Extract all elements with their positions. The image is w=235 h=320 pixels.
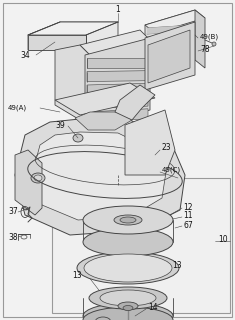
- Polygon shape: [148, 30, 190, 83]
- Text: 10: 10: [218, 236, 228, 244]
- Ellipse shape: [34, 175, 42, 181]
- Ellipse shape: [73, 134, 83, 142]
- Ellipse shape: [100, 290, 156, 306]
- Ellipse shape: [212, 42, 216, 46]
- Text: 37: 37: [8, 207, 18, 217]
- Ellipse shape: [77, 252, 179, 284]
- Polygon shape: [145, 10, 195, 75]
- Polygon shape: [147, 61, 193, 70]
- Ellipse shape: [120, 217, 136, 223]
- Polygon shape: [15, 118, 185, 235]
- Ellipse shape: [114, 215, 142, 225]
- Ellipse shape: [83, 303, 173, 320]
- Text: 39: 39: [55, 121, 65, 130]
- Polygon shape: [147, 25, 193, 34]
- Text: 38: 38: [8, 233, 18, 242]
- Text: 13: 13: [172, 260, 182, 269]
- Polygon shape: [32, 132, 166, 220]
- Polygon shape: [195, 10, 205, 68]
- Polygon shape: [147, 43, 193, 52]
- Polygon shape: [15, 150, 42, 215]
- Ellipse shape: [89, 287, 167, 309]
- Polygon shape: [115, 85, 155, 120]
- Polygon shape: [145, 22, 195, 90]
- Polygon shape: [85, 38, 150, 127]
- Polygon shape: [147, 34, 193, 43]
- Ellipse shape: [84, 254, 172, 282]
- Polygon shape: [87, 96, 148, 108]
- Text: 11: 11: [183, 212, 192, 220]
- Ellipse shape: [83, 307, 173, 320]
- Polygon shape: [145, 10, 205, 33]
- Ellipse shape: [118, 302, 138, 310]
- Text: 23: 23: [162, 143, 172, 153]
- Polygon shape: [55, 83, 155, 115]
- Ellipse shape: [83, 228, 173, 256]
- Text: 49(A): 49(A): [8, 105, 27, 111]
- Text: 67: 67: [183, 220, 193, 229]
- Text: 14: 14: [148, 303, 158, 313]
- Polygon shape: [125, 110, 175, 175]
- Polygon shape: [87, 71, 148, 82]
- Ellipse shape: [83, 206, 173, 234]
- Text: 78: 78: [200, 45, 210, 54]
- Polygon shape: [55, 45, 95, 120]
- Text: 49(C): 49(C): [162, 167, 181, 173]
- Polygon shape: [80, 30, 155, 60]
- Ellipse shape: [31, 173, 45, 183]
- Polygon shape: [28, 35, 86, 50]
- Text: 12: 12: [183, 203, 192, 212]
- Polygon shape: [28, 22, 118, 50]
- Text: 13: 13: [72, 270, 82, 279]
- Polygon shape: [87, 58, 148, 68]
- Polygon shape: [87, 109, 148, 122]
- Text: 49(B): 49(B): [200, 34, 219, 40]
- Polygon shape: [28, 22, 118, 35]
- Bar: [52, 178, 230, 313]
- Text: 1: 1: [116, 4, 120, 13]
- Ellipse shape: [123, 306, 133, 310]
- Polygon shape: [147, 52, 193, 61]
- Text: 34: 34: [20, 51, 30, 60]
- Polygon shape: [75, 112, 132, 130]
- Polygon shape: [87, 84, 148, 95]
